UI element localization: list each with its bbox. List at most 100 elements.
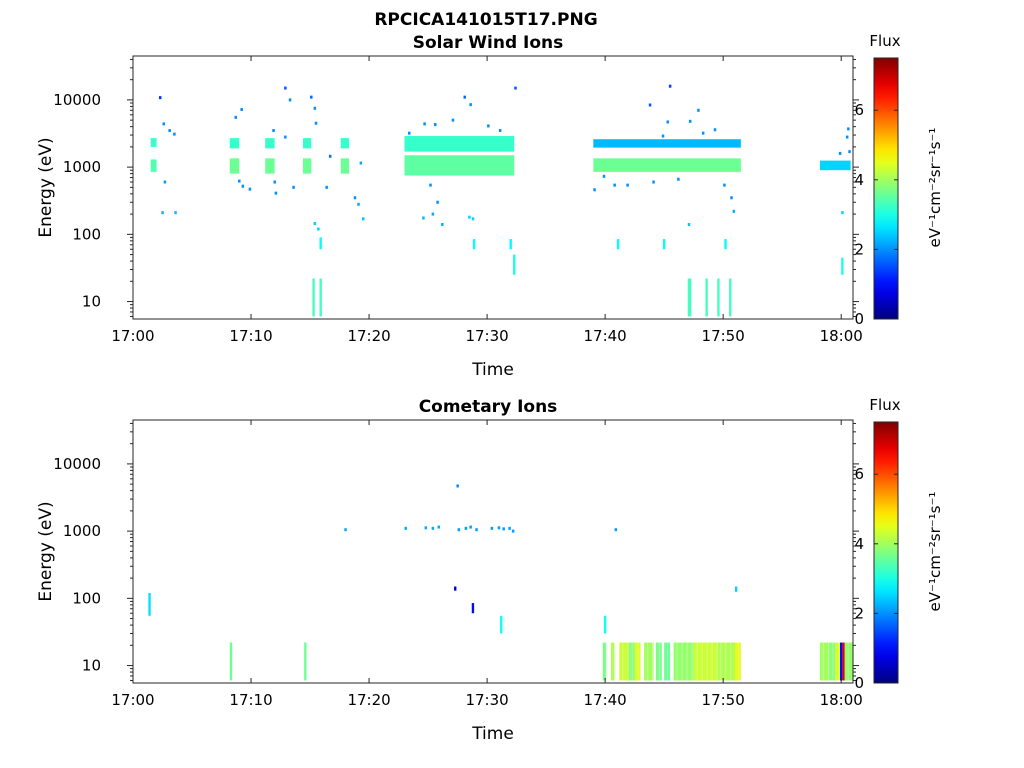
data-bin-gap [827, 642, 829, 681]
data-column [664, 642, 671, 681]
x-tick-label: 17:10 [229, 327, 272, 345]
data-column [655, 642, 662, 681]
data-speck [456, 484, 459, 488]
data-speck [490, 526, 494, 530]
data-column [835, 642, 841, 681]
x-tick-label: 18:00 [820, 691, 863, 709]
data-bin-gap [696, 642, 698, 681]
data-patch [148, 593, 151, 616]
x-tick-label: 17:50 [702, 327, 745, 345]
data-bin-gap [701, 642, 703, 681]
data-patch [729, 278, 732, 317]
data-bin-gap [838, 642, 840, 681]
data-speck [313, 106, 317, 110]
data-speck [469, 525, 472, 529]
data-speck [436, 200, 439, 204]
data-patch [603, 615, 607, 634]
data-speck [238, 179, 241, 183]
data-speck [273, 180, 276, 184]
y-axis-label: Energy (eV) [36, 137, 56, 237]
data-speck [841, 211, 844, 215]
x-tick-label: 17:40 [584, 691, 627, 709]
plot-area [133, 420, 853, 683]
data-speck [730, 196, 733, 200]
y-tick-label: 10000 [53, 455, 101, 473]
data-patch [471, 603, 475, 614]
data-layer [148, 484, 854, 681]
data-speck [697, 108, 700, 112]
data-speck [471, 217, 475, 221]
colorbar-tick-label: 2 [854, 240, 864, 258]
y-axis-label: Energy (eV) [36, 501, 56, 601]
data-patch [819, 160, 851, 171]
y-tick-label: 100 [72, 225, 101, 243]
data-column [673, 642, 694, 681]
data-patch [734, 586, 738, 592]
data-bin-gap [637, 642, 639, 681]
data-patch [724, 239, 727, 250]
data-speck [847, 127, 850, 131]
data-speck [325, 185, 328, 189]
data-speck [313, 221, 317, 225]
data-speck [687, 223, 691, 227]
data-speck [361, 217, 365, 221]
data-column [819, 642, 830, 681]
data-bin-gap [737, 642, 739, 681]
data-column [693, 642, 718, 681]
data-speck [732, 209, 736, 213]
data-bin-gap [716, 642, 718, 681]
data-column [844, 642, 853, 681]
data-bin-gap [652, 642, 654, 681]
data-speck [668, 84, 672, 88]
data-speck [173, 132, 176, 136]
data-speck [451, 118, 455, 122]
data-patch [302, 158, 312, 174]
data-column [829, 642, 836, 681]
data-column [628, 642, 635, 681]
data-patch [593, 158, 741, 172]
data-bin-gap [847, 642, 849, 681]
data-patch [687, 278, 692, 317]
data-column [634, 642, 641, 681]
data-patch [404, 136, 515, 152]
data-speck [284, 86, 287, 90]
colorbar-tick-label: 0 [854, 674, 864, 692]
data-bin-gap [627, 642, 629, 681]
data-patch [265, 138, 275, 149]
data-speck [469, 103, 472, 107]
data-patch [229, 158, 240, 174]
colorbar-tick-label: 6 [854, 465, 864, 483]
x-tick-label: 17:00 [111, 691, 154, 709]
y-tick-label: 10 [82, 293, 101, 311]
data-speck [234, 115, 238, 119]
data-speck [626, 183, 629, 187]
data-column [602, 642, 607, 681]
colorbar-unit-label: eV⁻¹cm⁻²sr⁻¹s⁻¹ [926, 128, 944, 248]
y-tick-label: 1000 [63, 158, 101, 176]
panel-title: Cometary Ions [419, 397, 558, 417]
data-bin-gap [691, 642, 693, 681]
data-bin-gap [832, 642, 834, 681]
data-patch [312, 278, 315, 317]
data-speck [614, 528, 618, 532]
colorbar-tick-label: 6 [854, 101, 864, 119]
data-speck [431, 526, 435, 530]
data-column [611, 642, 615, 681]
data-speck [408, 131, 411, 135]
data-speck [288, 98, 292, 102]
colorbar-unit-label: eV⁻¹cm⁻²sr⁻¹s⁻¹ [926, 492, 944, 612]
data-speck [353, 196, 357, 200]
data-speck [317, 227, 320, 231]
data-patch [304, 642, 307, 681]
data-speck [661, 134, 665, 138]
data-bin-gap [730, 642, 732, 681]
data-patch [454, 586, 457, 591]
data-patch [229, 642, 233, 681]
data-speck [357, 202, 360, 206]
data-speck [272, 129, 275, 133]
data-patch [319, 237, 322, 250]
data-speck [497, 526, 501, 530]
panel-cometary-ions: Cometary Ions 17:00 17:10 17:20 17:30 17:40 17… [36, 396, 944, 744]
data-patch [472, 239, 476, 250]
